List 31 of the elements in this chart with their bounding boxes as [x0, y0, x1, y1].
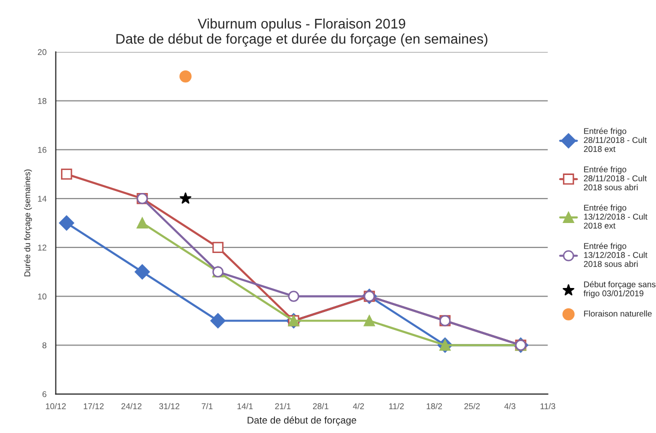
x-tick-label: 31/12	[159, 403, 180, 410]
x-tick-label: 4/2	[352, 403, 364, 410]
x-axis-title: Date de début de forçage	[248, 416, 356, 426]
x-tick-label: 25/2	[464, 403, 480, 410]
legend-label: Floraison naturelle	[584, 310, 652, 317]
y-tick-label: 6	[42, 391, 46, 398]
x-tick-label: 4/3	[504, 403, 516, 410]
y-tick-label: 12	[38, 244, 46, 250]
y-tick-label: 18	[38, 98, 46, 104]
y-tick-label: 14	[38, 196, 46, 202]
x-tick-label: 21/1	[275, 403, 291, 410]
x-tick-label: 11/3	[540, 403, 556, 410]
legend-label: Entrée frigo 28/11/2018 - Cult 2018 sous abri	[584, 166, 647, 190]
x-tick-label: 11/2	[389, 403, 404, 410]
x-tick-label: 18/2	[426, 403, 442, 410]
y-tick-label: 16	[38, 146, 46, 153]
y-tick-label: 8	[42, 342, 46, 348]
x-tick-label: 17/12	[84, 403, 104, 410]
legend-label: Entrée frigo 13/12/2018 - Cult 2018 sous abri	[584, 242, 648, 267]
chart-title: Viburnum opulus - Floraison 2019 Date de début de forçage et durée du forçage (en semaines)	[116, 18, 488, 47]
x-tick-label: 7/1	[202, 403, 213, 410]
x-tick-label: 28/1	[312, 403, 328, 410]
legend-label: Début forçage sans frigo 03/01/2019	[584, 281, 656, 298]
y-tick-label: 10	[38, 293, 46, 300]
x-tick-label: 10/12	[46, 403, 66, 410]
y-tick-label: 20	[38, 49, 46, 56]
legend-label: Entrée frigo 13/12/2018 - Cult 2018 ext	[584, 204, 648, 229]
x-tick-label: 24/12	[121, 403, 142, 410]
x-tick-label: 14/1	[238, 403, 253, 410]
legend-label: Entrée frigo 28/11/2018 - Cult 2018 ext	[584, 128, 647, 152]
y-axis-title: Durée du forçage (semaines)	[24, 170, 32, 276]
